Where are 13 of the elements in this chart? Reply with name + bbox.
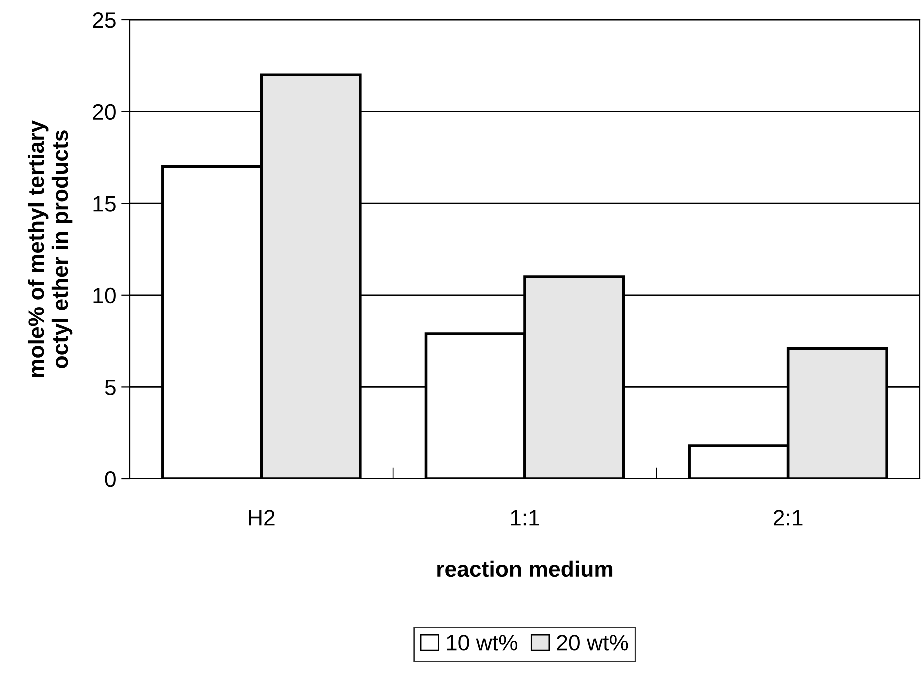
x-tick-label: H2 xyxy=(249,510,275,526)
x-axis-title: reaction medium xyxy=(438,560,613,578)
legend-label: 20 wt% xyxy=(557,635,628,651)
legend-label: 10 wt% xyxy=(447,635,518,651)
x-tick-label: 1:1 xyxy=(511,510,540,526)
y-tick-label: 0 xyxy=(105,472,116,488)
y-tick-label: 15 xyxy=(94,196,116,212)
y-tick-label: 25 xyxy=(93,12,116,28)
y-tick-label: 20 xyxy=(93,104,116,120)
y-tick-label: 10 xyxy=(94,288,116,304)
x-tick-label: 2:1 xyxy=(774,510,803,526)
y-axis-title: mole% of methyl tertiary octyl ether in products xyxy=(28,120,73,378)
y-tick-label: 5 xyxy=(105,380,116,396)
